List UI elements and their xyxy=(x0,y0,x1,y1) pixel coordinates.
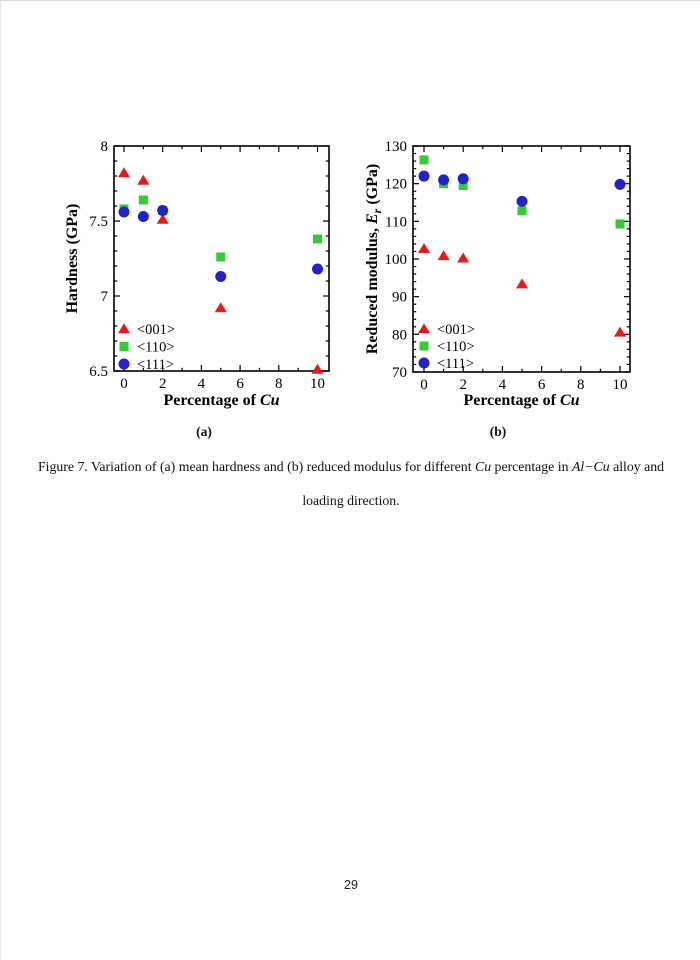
figure-caption: Figure 7. Variation of (a) mean hardness… xyxy=(21,450,681,518)
y-tick-label: 7 xyxy=(101,289,109,305)
subfigure-label-a: (a) xyxy=(196,424,212,439)
data-point-square xyxy=(458,181,468,191)
data-point-triangle xyxy=(311,363,324,374)
y-tick-label: 6.5 xyxy=(89,364,108,380)
data-point-circle xyxy=(312,263,323,275)
data-point-circle xyxy=(215,271,227,282)
y-tick-label: 130 xyxy=(385,139,408,155)
data-point-square xyxy=(138,195,148,205)
data-point-square xyxy=(216,252,226,262)
chart-hardness-vs-cu: 0 2 4 6 8 10 6.5 7 7.5 8 <001> <110><111> Percentage… xyxy=(64,139,330,409)
data-point-circle xyxy=(118,206,130,218)
caption-text-run: Cu xyxy=(475,459,492,474)
plot-frame xyxy=(412,145,631,373)
y-tick-label: 70 xyxy=(392,365,407,381)
legend-label: <111> xyxy=(437,356,474,372)
x-tick-label: 8 xyxy=(275,376,283,392)
x-tick-label: 8 xyxy=(577,377,585,393)
data-point-circle xyxy=(157,205,169,216)
x-tick-label: 2 xyxy=(159,376,167,392)
figure-caption-line2: loading direction. xyxy=(302,493,400,508)
data-point-square xyxy=(419,155,429,165)
x-axis-label: Percentage of Cu xyxy=(463,392,579,409)
figure-caption-line1: Figure 7. Variation of (a) mean hardness… xyxy=(21,450,681,484)
legend-label: <110> xyxy=(437,339,475,355)
data-point-triangle xyxy=(457,252,470,263)
x-tick-label: 6 xyxy=(236,376,244,392)
y-tick-label: 90 xyxy=(392,290,407,306)
caption-text-run: alloy and xyxy=(609,459,665,474)
y-tick-label: 120 xyxy=(385,177,408,193)
data-point-circle xyxy=(137,211,149,222)
x-tick-label: 6 xyxy=(538,377,546,393)
data-point-circle xyxy=(438,174,450,186)
data-point-square xyxy=(615,219,625,229)
data-point-square xyxy=(313,234,322,244)
data-point-triangle xyxy=(516,278,528,289)
data-point-triangle xyxy=(118,323,130,334)
data-point-triangle xyxy=(137,174,150,185)
legend-label: <001> xyxy=(437,322,475,338)
data-point-triangle xyxy=(156,213,169,224)
caption-text-run: Al−Cu xyxy=(571,459,610,474)
plot-frame xyxy=(113,145,330,372)
data-point-triangle xyxy=(437,250,450,261)
x-tick-label: 10 xyxy=(613,377,628,393)
data-point-triangle xyxy=(214,302,227,313)
data-point-circle xyxy=(118,358,130,370)
data-point-triangle xyxy=(418,323,430,334)
y-tick-label: 7.5 xyxy=(89,214,108,230)
y-tick-label: 80 xyxy=(392,327,407,343)
y-tick-label: 8 xyxy=(101,139,109,155)
x-tick-label: 4 xyxy=(499,377,507,393)
chart-reduced-modulus-vs-cu: 0 2 4 6 8 10 70 80 90 100 110 120 130 <001><110><111>… xyxy=(364,139,631,409)
data-point-triangle xyxy=(418,243,430,254)
legend-label: <001> xyxy=(137,322,175,338)
x-tick-label: 10 xyxy=(310,376,325,392)
data-point-circle xyxy=(457,173,469,185)
subfigure-label-b: (b) xyxy=(489,424,507,439)
y-axis-label: Hardness (GPa) xyxy=(64,204,81,314)
data-point-circle xyxy=(614,178,626,190)
y-axis-label: Reduced modulus, Er (GPa) xyxy=(364,164,384,354)
caption-text-run: percentage in xyxy=(491,459,572,474)
x-tick-label: 0 xyxy=(120,376,128,392)
legend-label: <110> xyxy=(137,340,175,356)
x-axis-label: Percentage of Cu xyxy=(163,392,279,409)
legend-label: <111> xyxy=(137,357,174,373)
y-tick-label: 100 xyxy=(385,252,408,268)
x-tick-label: 2 xyxy=(459,377,467,393)
caption-text-run: Figure 7. Variation of (a) mean hardness… xyxy=(37,459,475,474)
page-number: 29 xyxy=(344,878,358,892)
data-point-circle xyxy=(418,170,430,182)
data-point-square xyxy=(419,341,429,351)
data-point-circle xyxy=(418,357,430,369)
x-tick-label: 4 xyxy=(198,376,206,392)
x-tick-label: 0 xyxy=(420,377,428,393)
data-point-triangle xyxy=(614,326,626,337)
y-tick-label: 110 xyxy=(385,214,407,230)
data-point-circle xyxy=(516,195,528,207)
data-point-square xyxy=(119,342,129,351)
data-point-square xyxy=(517,206,527,216)
data-point-triangle xyxy=(118,167,130,178)
